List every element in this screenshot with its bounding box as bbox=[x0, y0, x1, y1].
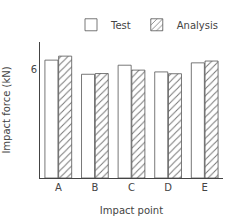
svg-text:Analysis: Analysis bbox=[177, 20, 218, 31]
svg-text:Impact force (kN): Impact force (kN) bbox=[1, 66, 12, 153]
svg-text:C: C bbox=[128, 182, 135, 193]
svg-text:B: B bbox=[91, 182, 98, 193]
svg-text:E: E bbox=[202, 182, 208, 193]
svg-text:A: A bbox=[55, 182, 62, 193]
svg-text:Impact point: Impact point bbox=[100, 205, 163, 216]
svg-text:D: D bbox=[164, 182, 172, 193]
svg-text:Test: Test bbox=[110, 20, 131, 31]
svg-text:6: 6 bbox=[31, 64, 37, 75]
